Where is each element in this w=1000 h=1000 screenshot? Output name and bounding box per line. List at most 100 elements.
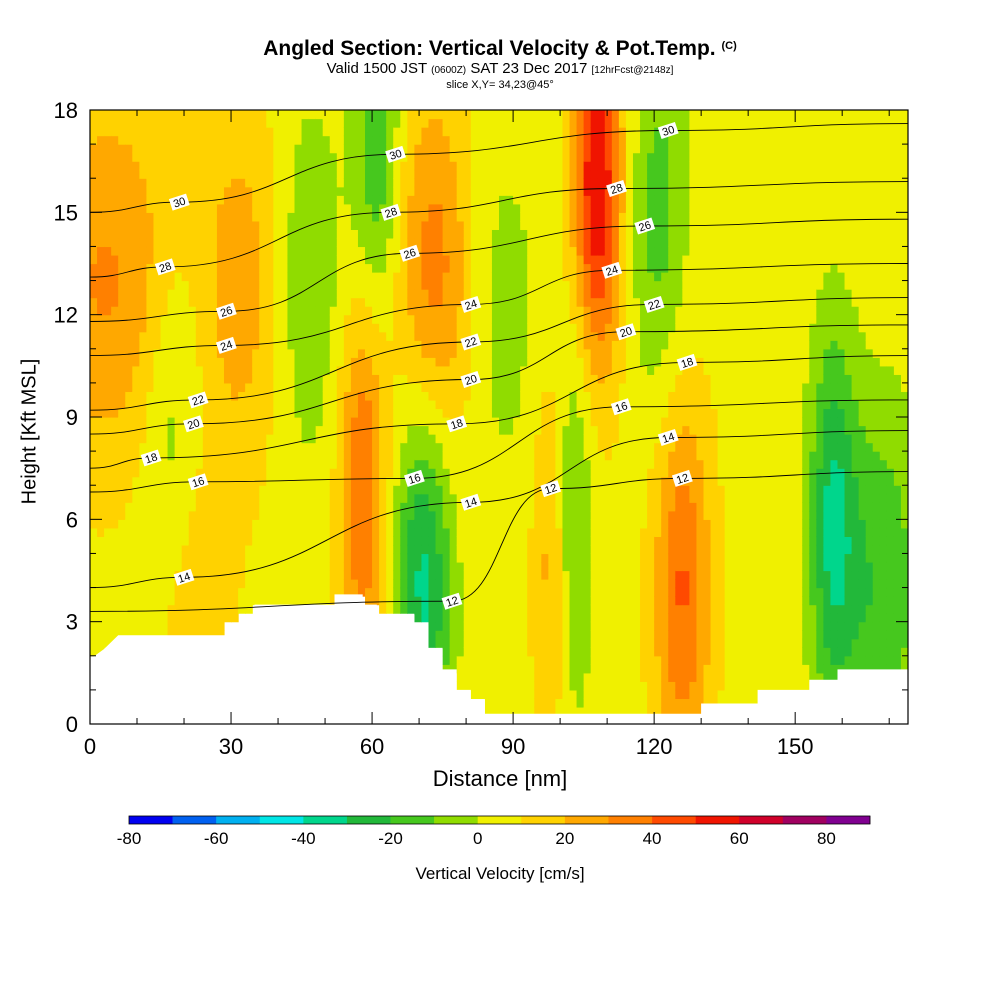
velocity-cell (315, 579, 324, 589)
velocity-cell (625, 340, 634, 350)
velocity-cell (223, 544, 232, 555)
velocity-cell (611, 561, 620, 572)
velocity-cell (357, 476, 366, 486)
velocity-cell (294, 459, 303, 469)
velocity-cell (470, 357, 479, 367)
velocity-cell (569, 570, 578, 580)
velocity-cell (97, 340, 105, 350)
velocity-cell (449, 519, 458, 529)
velocity-cell (202, 570, 211, 580)
velocity-cell (520, 297, 528, 307)
velocity-cell (541, 468, 549, 478)
velocity-cell (625, 587, 634, 597)
velocity-cell (541, 340, 549, 350)
velocity-cell (611, 110, 620, 120)
velocity-cell (209, 510, 218, 520)
velocity-cell (167, 289, 176, 299)
velocity-cell (632, 596, 641, 606)
velocity-cell (534, 220, 542, 230)
velocity-cell (499, 323, 507, 333)
velocity-cell (597, 118, 606, 128)
velocity-cell (527, 630, 535, 640)
velocity-cell (308, 442, 317, 452)
velocity-cell (506, 647, 514, 657)
velocity-cell (506, 144, 514, 154)
velocity-cell (188, 220, 197, 230)
velocity-cell (442, 152, 451, 162)
velocity-cell (590, 417, 599, 427)
velocity-cell (379, 570, 387, 580)
velocity-cell (146, 493, 155, 503)
velocity-cell (393, 272, 401, 282)
velocity-cell (308, 425, 317, 435)
velocity-cell (604, 672, 613, 682)
velocity-field (90, 110, 908, 717)
velocity-cell (456, 289, 465, 299)
velocity-cell (435, 630, 444, 640)
velocity-cell (139, 399, 148, 410)
velocity-cell (294, 280, 303, 290)
velocity-cell (632, 621, 641, 631)
velocity-cell (357, 220, 366, 230)
velocity-cell (470, 254, 479, 265)
velocity-cell (618, 417, 627, 427)
velocity-cell (477, 647, 486, 657)
velocity-cell (379, 195, 387, 205)
velocity-cell (534, 647, 542, 657)
velocity-cell (280, 544, 289, 555)
velocity-cell (336, 186, 345, 196)
velocity-cell (414, 553, 423, 563)
velocity-cell (618, 272, 627, 282)
velocity-cell (350, 297, 359, 307)
velocity-cell (421, 536, 430, 546)
velocity-cell (583, 152, 592, 162)
velocity-cell (357, 289, 366, 299)
velocity-cell (329, 144, 338, 154)
velocity-cell (604, 331, 613, 341)
velocity-cell (576, 135, 585, 145)
velocity-cell (513, 323, 521, 333)
velocity-cell (583, 144, 592, 154)
velocity-cell (139, 621, 148, 631)
velocity-cell (414, 280, 423, 290)
velocity-cell (590, 681, 599, 691)
velocity-cell (583, 613, 592, 623)
velocity-cell (428, 203, 437, 213)
velocity-cell (534, 596, 542, 606)
velocity-cell (491, 459, 500, 469)
velocity-cell (393, 118, 401, 128)
velocity-cell (484, 237, 493, 248)
velocity-cell (449, 399, 458, 410)
velocity-cell (499, 579, 507, 589)
velocity-cell (160, 280, 169, 290)
velocity-cell (174, 459, 183, 469)
velocity-cell (90, 118, 98, 128)
velocity-cell (379, 604, 387, 614)
velocity-cell (442, 587, 451, 597)
velocity-cell (301, 374, 310, 384)
velocity-cell (548, 289, 557, 299)
velocity-cell (421, 579, 430, 589)
velocity-cell (308, 391, 317, 401)
velocity-cell (174, 536, 183, 546)
velocity-cell (125, 340, 133, 350)
velocity-cell (118, 340, 126, 350)
velocity-cell (604, 536, 613, 546)
velocity-cell (513, 203, 521, 213)
velocity-cell (308, 519, 317, 529)
velocity-cell (195, 570, 204, 580)
velocity-cell (562, 263, 571, 273)
velocity-cell (301, 417, 310, 427)
velocity-cell (555, 314, 564, 324)
velocity-cell (315, 297, 324, 307)
velocity-cell (238, 459, 246, 469)
velocity-cell (111, 357, 119, 367)
velocity-cell (597, 579, 606, 589)
velocity-cell (153, 357, 162, 367)
velocity-cell (329, 186, 338, 196)
velocity-cell (153, 561, 162, 572)
velocity-cell (484, 365, 493, 375)
velocity-cell (315, 178, 324, 188)
velocity-cell (188, 442, 197, 452)
velocity-cell (611, 510, 620, 520)
